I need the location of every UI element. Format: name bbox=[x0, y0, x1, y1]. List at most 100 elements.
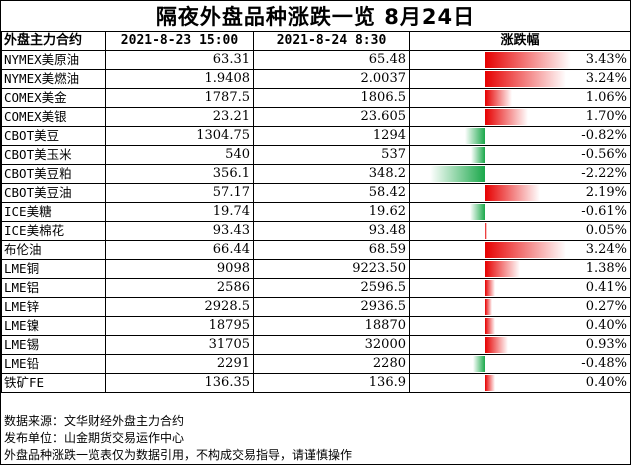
header-prev-time: 2021-8-23 15:00 bbox=[105, 31, 254, 51]
change-cell: -0.61% bbox=[409, 202, 631, 222]
table-row: LME锌 2928.5 2936.5 0.27% bbox=[1, 297, 631, 317]
change-cell: 1.06% bbox=[409, 88, 631, 108]
curr-price: 348.2 bbox=[253, 164, 410, 184]
table-row: NYMEX美原油 63.31 65.48 3.43% bbox=[1, 50, 631, 70]
contract-name: LME镍 bbox=[1, 316, 106, 336]
change-percent: -0.56% bbox=[581, 147, 627, 162]
change-bar-up bbox=[485, 185, 540, 201]
header-change: 涨跌幅 bbox=[409, 31, 631, 51]
footnotes: 数据来源：文华财经外盘主力合约 发布单位：山金期货交易运作中心 外盘品种涨跌一览… bbox=[4, 413, 352, 464]
note-publisher: 发布单位：山金期货交易运作中心 bbox=[4, 431, 185, 445]
change-bar-up bbox=[485, 71, 566, 87]
change-percent: 3.24% bbox=[585, 242, 627, 257]
change-cell: 0.27% bbox=[409, 297, 631, 317]
change-cell: -0.48% bbox=[409, 354, 631, 374]
change-cell: 3.24% bbox=[409, 69, 631, 89]
prev-price: 136.35 bbox=[105, 373, 254, 393]
prev-price: 9098 bbox=[105, 259, 254, 279]
table-row: ICE美糖 19.74 19.62 -0.61% bbox=[1, 202, 631, 222]
prev-price: 19.74 bbox=[105, 202, 254, 222]
table-row: LME铅 2291 2280 -0.48% bbox=[1, 354, 631, 374]
prev-price: 2928.5 bbox=[105, 297, 254, 317]
price-table: 外盘主力合约 2021-8-23 15:00 2021-8-24 8:30 涨跌… bbox=[1, 31, 631, 393]
table-row: CBOT美豆粕 356.1 348.2 -2.22% bbox=[1, 164, 631, 184]
curr-price: 2936.5 bbox=[253, 297, 410, 317]
prev-price: 2586 bbox=[105, 278, 254, 298]
contract-name: COMEX美金 bbox=[1, 88, 106, 108]
change-bar-up bbox=[485, 90, 512, 106]
prev-price: 540 bbox=[105, 145, 254, 165]
table-row: COMEX美金 1787.5 1806.5 1.06% bbox=[1, 88, 631, 108]
prev-price: 1787.5 bbox=[105, 88, 254, 108]
change-bar-up bbox=[485, 52, 571, 68]
change-cell: -0.56% bbox=[409, 145, 631, 165]
curr-price: 32000 bbox=[253, 335, 410, 355]
sheet-title: 隔夜外盘品种涨跌一览 8月24日 bbox=[155, 5, 476, 29]
change-cell: 0.41% bbox=[409, 278, 631, 298]
curr-price: 23.605 bbox=[253, 107, 410, 127]
change-percent: 1.70% bbox=[585, 109, 627, 124]
change-bar-up bbox=[485, 299, 492, 315]
contract-name: 布伦油 bbox=[1, 240, 106, 260]
change-cell: 3.24% bbox=[409, 240, 631, 260]
change-cell: 1.38% bbox=[409, 259, 631, 279]
header-row: 外盘主力合约 2021-8-23 15:00 2021-8-24 8:30 涨跌… bbox=[1, 31, 631, 51]
change-bar-down bbox=[429, 166, 485, 182]
table-row: LME镍 18795 18870 0.40% bbox=[1, 316, 631, 336]
curr-price: 9223.50 bbox=[253, 259, 410, 279]
change-cell: 0.93% bbox=[409, 335, 631, 355]
contract-name: LME铝 bbox=[1, 278, 106, 298]
change-cell: -0.82% bbox=[409, 126, 631, 146]
prev-price: 23.21 bbox=[105, 107, 254, 127]
contract-name: LME锡 bbox=[1, 335, 106, 355]
curr-price: 1294 bbox=[253, 126, 410, 146]
prev-price: 66.44 bbox=[105, 240, 254, 260]
curr-price: 1806.5 bbox=[253, 88, 410, 108]
change-cell: 0.40% bbox=[409, 316, 631, 336]
contract-name: LME铜 bbox=[1, 259, 106, 279]
change-percent: -0.82% bbox=[581, 128, 627, 143]
prev-price: 356.1 bbox=[105, 164, 254, 184]
table-row: NYMEX美燃油 1.9408 2.0037 3.24% bbox=[1, 69, 631, 89]
table-row: COMEX美银 23.21 23.605 1.70% bbox=[1, 107, 631, 127]
change-bar-down bbox=[469, 204, 485, 220]
contract-name: CBOT美豆 bbox=[1, 126, 106, 146]
change-percent: -0.48% bbox=[581, 356, 627, 371]
curr-price: 93.48 bbox=[253, 221, 410, 241]
change-percent: 1.06% bbox=[585, 90, 627, 105]
header-curr-time: 2021-8-24 8:30 bbox=[253, 31, 410, 51]
table-row: ICE美棉花 93.43 93.48 0.05% bbox=[1, 221, 631, 241]
change-cell: 1.70% bbox=[409, 107, 631, 127]
curr-price: 2280 bbox=[253, 354, 410, 374]
change-percent: 0.27% bbox=[585, 299, 627, 314]
curr-price: 18870 bbox=[253, 316, 410, 336]
change-cell: 0.05% bbox=[409, 221, 631, 241]
change-percent: 0.40% bbox=[585, 318, 627, 333]
prev-price: 57.17 bbox=[105, 183, 254, 203]
curr-price: 68.59 bbox=[253, 240, 410, 260]
curr-price: 65.48 bbox=[253, 50, 410, 70]
prev-price: 63.31 bbox=[105, 50, 254, 70]
change-bar-up bbox=[485, 337, 509, 353]
change-percent: 0.41% bbox=[585, 280, 627, 295]
contract-name: LME锌 bbox=[1, 297, 106, 317]
note-disclaimer: 外盘品种涨跌一览表仅为数据引用，不构成交易指导，请谨慎操作 bbox=[4, 448, 353, 462]
change-bar-up bbox=[485, 318, 495, 334]
prev-price: 93.43 bbox=[105, 221, 254, 241]
change-bar-up bbox=[485, 109, 528, 125]
change-cell: -2.22% bbox=[409, 164, 631, 184]
curr-price: 2596.5 bbox=[253, 278, 410, 298]
table-row: CBOT美玉米 540 537 -0.56% bbox=[1, 145, 631, 165]
change-bar-down bbox=[464, 128, 485, 144]
table-row: CBOT美豆油 57.17 58.42 2.19% bbox=[1, 183, 631, 203]
curr-price: 537 bbox=[253, 145, 410, 165]
change-bar-up bbox=[485, 261, 520, 277]
prev-price: 1304.75 bbox=[105, 126, 254, 146]
note-source: 数据来源：文华财经外盘主力合约 bbox=[4, 414, 185, 428]
change-percent: 2.19% bbox=[585, 185, 627, 200]
change-bar-up bbox=[485, 223, 487, 239]
change-bar-up bbox=[485, 242, 566, 258]
table-row: CBOT美豆 1304.75 1294 -0.82% bbox=[1, 126, 631, 146]
contract-name: ICE美棉花 bbox=[1, 221, 106, 241]
